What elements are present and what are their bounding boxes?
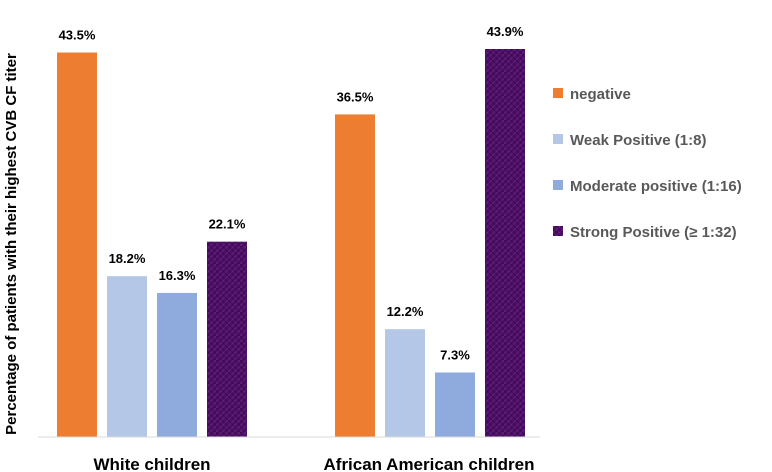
legend-swatch-strong-positive [553, 226, 563, 236]
data-label-african-american-children-weak-positive-1-8: 12.2% [387, 304, 424, 319]
legend: negative Weak Positive (1:8) Moderate po… [553, 86, 742, 241]
data-label-white-children-moderate-positive-1-16: 16.3% [159, 268, 196, 283]
data-labels-layer: 43.5% 36.5% 18.2% 12.2% 16.3% 7.3% 22.1% 43.9% [59, 24, 524, 362]
data-label-white-children-weak-positive-1-8: 18.2% [109, 251, 146, 266]
bar-white-children-moderate-positive-1-16 [157, 292, 197, 437]
legend-label-negative: negative [570, 86, 631, 103]
data-label-african-american-children-moderate-positive-1-16: 7.3% [440, 347, 470, 362]
legend-label-strong-positive: Strong Positive (≥ 1:32) [570, 224, 737, 241]
bar-white-children-weak-positive-1-8 [107, 276, 147, 437]
bar-african-american-children-moderate-positive-1-16 [435, 372, 475, 437]
bar-white-children-negative [57, 52, 97, 437]
bar-african-american-children-weak-positive-1-8 [385, 329, 425, 437]
data-label-white-children-negative: 43.5% [59, 28, 96, 43]
legend-label-weak-positive: Weak Positive (1:8) [570, 132, 706, 149]
legend-swatch-weak-positive [553, 134, 563, 144]
category-label-african-american-children: African American children [324, 455, 535, 472]
data-label-african-american-children-negative: 36.5% [337, 89, 374, 104]
bar-white-children-strong-positive-1-32 [207, 241, 247, 437]
bar-african-american-children-strong-positive-1-32 [485, 49, 525, 437]
data-label-african-american-children-strong-positive-1-32: 43.9% [487, 24, 524, 39]
category-label-white-children: White children [93, 455, 210, 472]
legend-swatch-moderate-positive [553, 180, 563, 190]
bar-african-american-children-negative [335, 114, 375, 437]
y-axis-label: Percentage of patients with their highes… [3, 53, 20, 435]
legend-swatch-negative [553, 88, 563, 98]
bars-layer [57, 49, 525, 437]
legend-label-moderate-positive: Moderate positive (1:16) [570, 178, 742, 195]
data-label-white-children-strong-positive-1-32: 22.1% [209, 217, 246, 232]
